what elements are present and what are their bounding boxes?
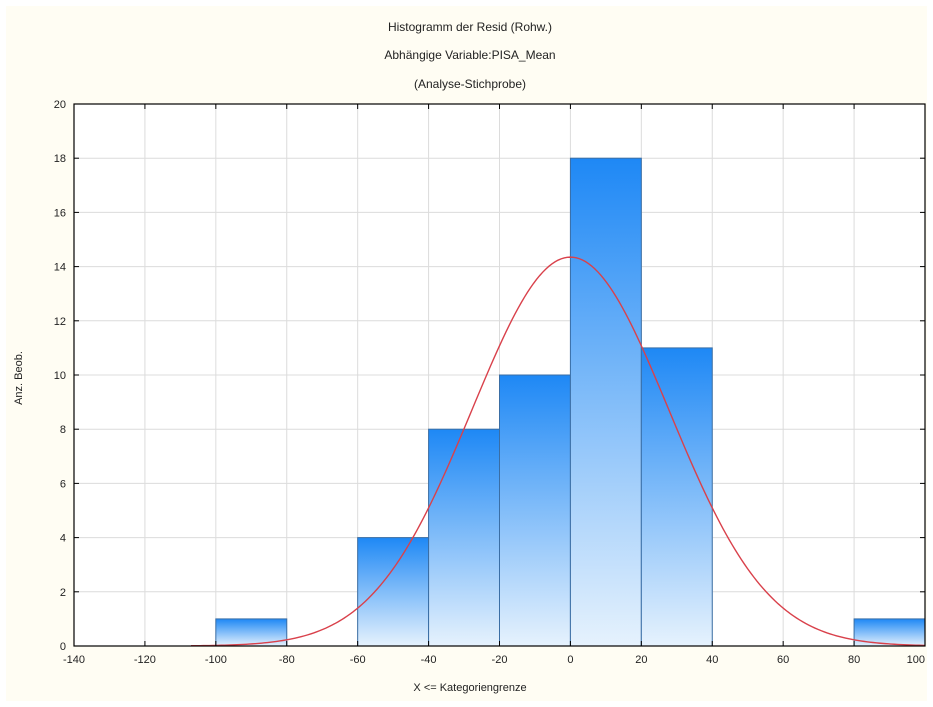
histogram-bar-0 (215, 618, 288, 647)
y-tick-label: 8 (60, 424, 66, 436)
y-tick-label: 16 (54, 207, 66, 219)
y-tick-label: 20 (54, 99, 66, 111)
x-tick-label: 60 (777, 654, 789, 666)
y-tick-label: 2 (60, 587, 66, 599)
chart-title-line-3: (Analyse-Stichprobe) (414, 77, 526, 91)
x-tick-labels: -140 -120 -100 -80 -60 -40 -20 0 20 40 60 80 100 (63, 654, 925, 666)
y-tick-label: 10 (54, 370, 66, 382)
x-tick-label: -140 (63, 654, 85, 666)
x-axis-label: X <= Kategoriengrenze (413, 682, 526, 694)
y-tick-label: 0 (60, 641, 66, 653)
x-tick-label: 80 (848, 654, 860, 666)
y-tick-label: 14 (54, 262, 66, 274)
histogram-bars (215, 157, 926, 647)
x-tick-label: -60 (350, 654, 366, 666)
axis-ticks (73, 103, 926, 647)
x-tick-label: -80 (279, 654, 295, 666)
x-tick-label: 100 (907, 654, 925, 666)
normal-curve (191, 256, 926, 647)
y-tick-label: 6 (60, 478, 66, 490)
x-tick-label: 20 (635, 654, 647, 666)
x-tick-label: -20 (492, 654, 508, 666)
y-tick-label: 4 (60, 533, 66, 545)
x-tick-label: -40 (421, 654, 437, 666)
histogram-bar-3 (499, 374, 571, 647)
y-tick-label: 18 (54, 153, 66, 165)
x-tick-label: -120 (134, 654, 156, 666)
x-tick-label: 0 (567, 654, 573, 666)
y-axis-label: Anz. Beob. (13, 351, 25, 405)
histogram-chart: Histogramm der Resid (Rohw.) Abhängige V… (13, 20, 926, 694)
chart-title-line-2: Abhängige Variable:PISA_Mean (384, 48, 555, 62)
x-tick-label: 40 (706, 654, 718, 666)
chart-frame: Histogramm der Resid (Rohw.) Abhängige V… (6, 6, 927, 701)
histogram-bar-5 (640, 347, 713, 647)
y-tick-label: 12 (54, 316, 66, 328)
histogram-bar-4 (569, 157, 642, 647)
chart-title-line-1: Histogramm der Resid (Rohw.) (388, 20, 552, 34)
histogram-bar-2 (428, 428, 501, 647)
y-tick-labels: 0 2 4 6 8 10 12 14 16 18 20 (54, 99, 66, 653)
x-tick-label: -100 (205, 654, 227, 666)
histogram-bar-1 (357, 537, 430, 647)
